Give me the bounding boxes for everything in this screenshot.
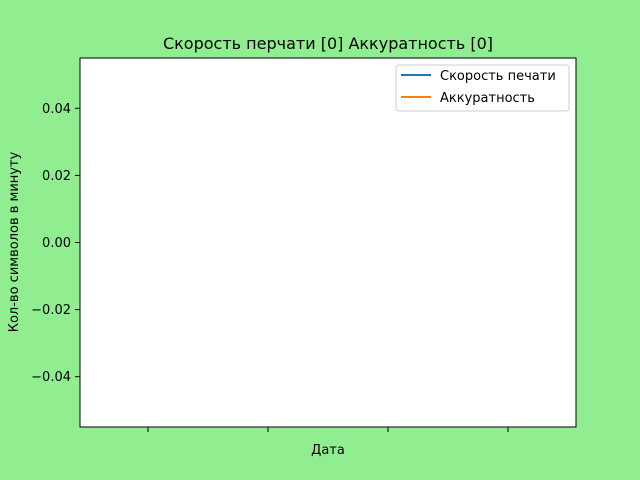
y-tick-label: 0.00 [42, 236, 71, 251]
y-axis: 0.04 0.02 0.00 −0.02 −0.04 [31, 102, 80, 385]
chart-title: Скорость перчати [0] Аккуратность [0] [163, 34, 493, 53]
y-tick-label: 0.04 [42, 102, 71, 117]
x-axis-label: Дата [311, 443, 345, 458]
legend: Скорость печати Аккуратность [395, 64, 570, 112]
plot-area [79, 57, 577, 428]
y-tick-label: −0.04 [31, 370, 71, 385]
y-tick-label: −0.02 [31, 303, 71, 318]
y-tick-label: 0.02 [42, 169, 71, 184]
legend-label-accuracy: Аккуратность [440, 91, 535, 106]
y-axis-label: Кол-во символов в минуту [7, 151, 22, 332]
x-axis [147, 427, 509, 432]
legend-box [395, 64, 570, 112]
legend-label-speed: Скорость печати [440, 69, 556, 84]
